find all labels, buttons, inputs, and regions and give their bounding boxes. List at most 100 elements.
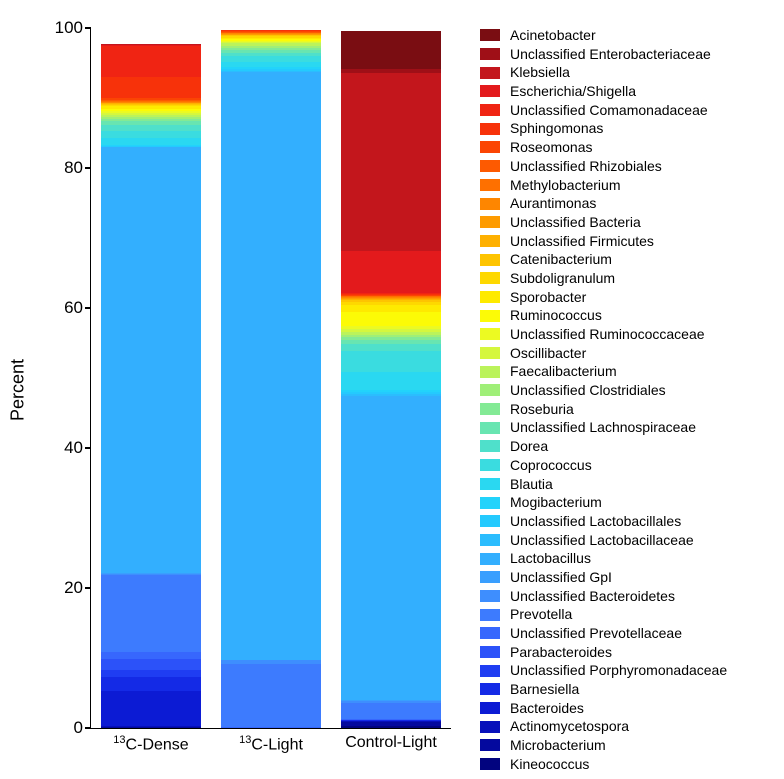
- legend-label: Microbacterium: [510, 736, 606, 755]
- legend-swatch: [480, 216, 500, 228]
- segment: [341, 299, 441, 300]
- legend-swatch: [480, 683, 500, 695]
- legend-item: Unclassified Lachnospiraceae: [480, 418, 770, 437]
- legend-item: Methylobacterium: [480, 176, 770, 195]
- segment: [221, 62, 321, 68]
- legend-swatch: [480, 160, 500, 172]
- legend-swatch: [480, 758, 500, 770]
- legend-item: Unclassified Bacteroidetes: [480, 587, 770, 606]
- legend-item: Unclassified Comamonadaceae: [480, 101, 770, 120]
- legend-label: Oscillibacter: [510, 344, 586, 363]
- segment: [341, 298, 441, 299]
- legend-label: Parabacteroides: [510, 643, 612, 662]
- legend-label: Barnesiella: [510, 680, 579, 699]
- legend-item: Unclassified Lactobacillaceae: [480, 531, 770, 550]
- legend-item: Unclassified Rhizobiales: [480, 157, 770, 176]
- segment: [101, 46, 201, 78]
- legend-label: Unclassified Bacteria: [510, 213, 641, 232]
- legend-item: Faecalibacterium: [480, 362, 770, 381]
- legend-label: Mogibacterium: [510, 493, 602, 512]
- segment: [341, 293, 441, 294]
- legend-swatch: [480, 702, 500, 714]
- segment: [101, 726, 201, 727]
- segment: [341, 297, 441, 298]
- segment: [341, 305, 441, 312]
- segment: [341, 300, 441, 302]
- legend-swatch: [480, 459, 500, 471]
- legend-swatch: [480, 590, 500, 602]
- segment: [101, 103, 201, 104]
- legend-label: Unclassified GpI: [510, 568, 612, 587]
- segment: [101, 121, 201, 125]
- legend-swatch: [480, 198, 500, 210]
- segment: [341, 251, 441, 293]
- legend-label: Unclassified Comamonadaceae: [510, 101, 708, 120]
- legend-swatch: [480, 739, 500, 751]
- legend-label: Unclassified Rhizobiales: [510, 157, 662, 176]
- legend-item: Subdoligranulum: [480, 269, 770, 288]
- segment: [341, 31, 441, 70]
- segment: [341, 73, 441, 252]
- segment: [101, 573, 201, 575]
- segment: [341, 394, 441, 395]
- legend-swatch: [480, 123, 500, 135]
- y-tick-label: 60: [64, 298, 91, 318]
- legend-label: Unclassified Bacteroidetes: [510, 587, 675, 606]
- legend-item: Roseburia: [480, 400, 770, 419]
- legend-label: Klebsiella: [510, 63, 570, 82]
- legend-swatch: [480, 254, 500, 266]
- legend-item: Sphingomonas: [480, 119, 770, 138]
- segment: [101, 111, 201, 113]
- segment: [341, 294, 441, 295]
- legend-item: Unclassified Ruminococcaceae: [480, 325, 770, 344]
- segment: [221, 39, 321, 40]
- segment: [101, 98, 201, 100]
- segment: [341, 390, 441, 392]
- segment: [341, 722, 441, 726]
- segment: [101, 677, 201, 691]
- legend-item: Coprococcus: [480, 456, 770, 475]
- legend-label: Acinetobacter: [510, 26, 596, 45]
- legend-label: Unclassified Clostridiales: [510, 381, 666, 400]
- legend-label: Escherichia/Shigella: [510, 82, 636, 101]
- legend-swatch: [480, 553, 500, 565]
- segment: [341, 69, 441, 73]
- segment: [221, 35, 321, 36]
- segment: [101, 659, 201, 670]
- legend-swatch: [480, 515, 500, 527]
- legend-label: Actinomycetospora: [510, 717, 629, 736]
- segment: [101, 100, 201, 101]
- legend-label: Unclassified Lactobacillales: [510, 512, 681, 531]
- legend-item: Unclassified Lactobacillales: [480, 512, 770, 531]
- y-tick-label: 0: [74, 718, 91, 738]
- legend-item: Bacteroides: [480, 699, 770, 718]
- legend-label: Unclassified Porphyromonadaceae: [510, 661, 727, 680]
- legend-swatch: [480, 328, 500, 340]
- legend-label: Blautia: [510, 475, 553, 494]
- legend-label: Dorea: [510, 437, 548, 456]
- legend-swatch: [480, 440, 500, 452]
- segment: [221, 30, 321, 31]
- legend-label: Bacteroides: [510, 699, 584, 718]
- legend-swatch: [480, 422, 500, 434]
- legend-label: Catenibacterium: [510, 250, 612, 269]
- legend-item: Parabacteroides: [480, 643, 770, 662]
- plot-area: 02040608010013C-Dense13C-LightControl-Li…: [90, 28, 451, 729]
- segment: [221, 32, 321, 33]
- legend-item: Ruminococcus: [480, 306, 770, 325]
- legend-label: Roseomonas: [510, 138, 593, 157]
- segment: [221, 67, 321, 69]
- segment: [341, 351, 441, 372]
- segment: [101, 77, 201, 98]
- legend-label: Unclassified Firmicutes: [510, 232, 654, 251]
- segment: [101, 117, 201, 119]
- legend-item: Kineococcus: [480, 755, 770, 774]
- segment: [221, 38, 321, 39]
- segment: [101, 146, 201, 147]
- segment: [221, 48, 321, 50]
- legend-item: Microbacterium: [480, 736, 770, 755]
- legend-item: Klebsiella: [480, 63, 770, 82]
- legend-item: Catenibacterium: [480, 250, 770, 269]
- legend-swatch: [480, 179, 500, 191]
- segment: [221, 34, 321, 35]
